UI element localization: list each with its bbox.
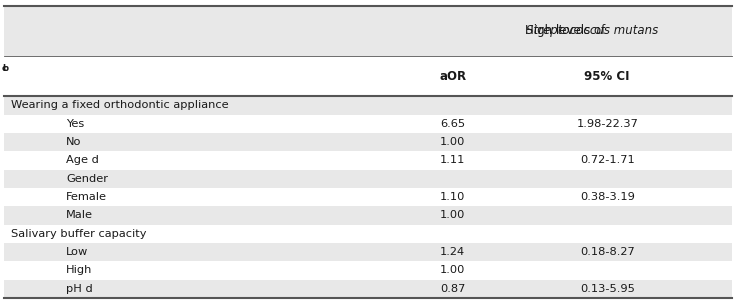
Text: Streptococcus mutans: Streptococcus mutans [526, 24, 659, 37]
FancyBboxPatch shape [4, 96, 732, 115]
Text: 0.87: 0.87 [440, 284, 465, 294]
Text: Age d: Age d [66, 156, 99, 166]
Text: 0.38-3.19: 0.38-3.19 [580, 192, 634, 202]
Text: Gender: Gender [66, 174, 108, 184]
Text: 1.11: 1.11 [440, 156, 465, 166]
FancyBboxPatch shape [4, 261, 732, 280]
Text: c: c [2, 64, 7, 73]
Text: 0.13-5.95: 0.13-5.95 [580, 284, 634, 294]
Text: 0.18-8.27: 0.18-8.27 [580, 247, 634, 257]
Text: 1.00: 1.00 [440, 210, 465, 221]
Text: b: b [2, 64, 8, 73]
Text: 95% CI: 95% CI [584, 70, 630, 82]
Text: Wearing a fixed orthodontic appliance: Wearing a fixed orthodontic appliance [11, 101, 229, 110]
Text: 6.65: 6.65 [440, 119, 465, 129]
Text: 1.00: 1.00 [440, 137, 465, 147]
FancyBboxPatch shape [4, 115, 732, 133]
FancyBboxPatch shape [4, 243, 732, 261]
Text: pH d: pH d [66, 284, 93, 294]
Text: aOR: aOR [439, 70, 466, 82]
FancyBboxPatch shape [4, 225, 732, 243]
Text: 1.24: 1.24 [440, 247, 465, 257]
FancyBboxPatch shape [4, 151, 732, 170]
Text: No: No [66, 137, 82, 147]
FancyBboxPatch shape [4, 170, 732, 188]
Text: 1.10: 1.10 [440, 192, 465, 202]
Text: 1.00: 1.00 [440, 265, 465, 275]
Text: Low: Low [66, 247, 88, 257]
Text: Male: Male [66, 210, 93, 221]
Text: Female: Female [66, 192, 107, 202]
FancyBboxPatch shape [4, 188, 732, 206]
FancyBboxPatch shape [4, 6, 732, 56]
Text: High levels of: High levels of [526, 24, 609, 37]
Text: High: High [66, 265, 93, 275]
Text: Salivary buffer capacity: Salivary buffer capacity [11, 229, 146, 239]
FancyBboxPatch shape [4, 56, 732, 96]
FancyBboxPatch shape [4, 280, 732, 298]
Text: Yes: Yes [66, 119, 85, 129]
FancyBboxPatch shape [4, 133, 732, 151]
FancyBboxPatch shape [4, 206, 732, 225]
Text: 1.98-22.37: 1.98-22.37 [576, 119, 638, 129]
Text: 0.72-1.71: 0.72-1.71 [580, 156, 634, 166]
